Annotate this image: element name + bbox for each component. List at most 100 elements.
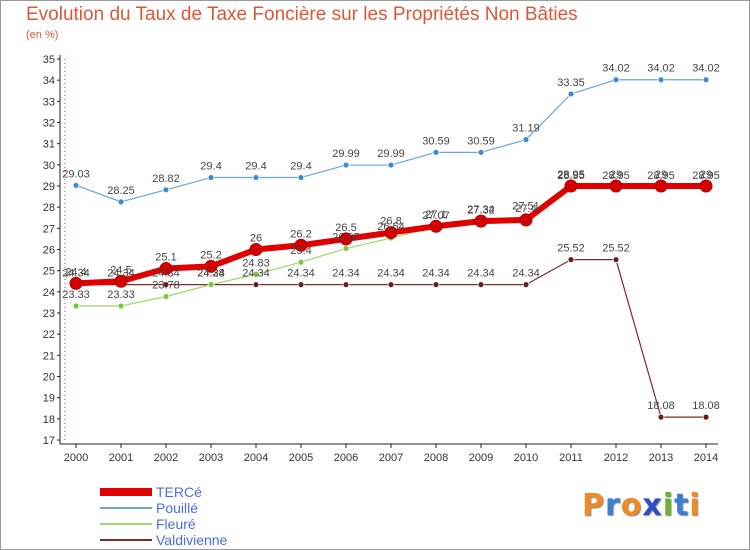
data-label-terce: 27.4 <box>515 203 536 215</box>
data-point-valdivienne <box>522 281 530 289</box>
data-label-terce: 24.4 <box>65 266 86 278</box>
data-label-terce: 29 <box>610 169 622 181</box>
x-tick-label: 2005 <box>289 452 313 464</box>
x-tick-label: 2012 <box>604 452 628 464</box>
data-label-fleure: 28.95 <box>647 170 675 182</box>
data-point-valdivienne <box>342 281 350 289</box>
legend-swatch-fleure <box>100 523 152 525</box>
data-point-pouille <box>432 148 440 156</box>
chart-title: Evolution du Taux de Taxe Foncière sur l… <box>26 4 578 25</box>
y-tick-label: 24 <box>43 287 55 299</box>
logo-letter: i <box>662 488 675 523</box>
data-label-pouille: 30.59 <box>422 135 450 147</box>
data-label-fleure: 27.07 <box>422 210 450 222</box>
data-point-pouille <box>207 174 215 181</box>
data-point-terce <box>654 179 668 193</box>
data-label-valdivienne: 24.34 <box>332 268 360 280</box>
data-point-pouille <box>117 198 125 206</box>
data-label-valdivienne: 24.34 <box>467 268 495 280</box>
data-point-terce <box>519 213 533 227</box>
data-label-pouille: 34.02 <box>647 63 675 75</box>
data-label-fleure: 24.34 <box>197 268 225 280</box>
data-point-pouille <box>522 136 530 144</box>
legend-swatch-pouille <box>100 507 152 509</box>
data-label-fleure: 26.54 <box>377 221 405 233</box>
data-label-valdivienne: 24.34 <box>152 268 180 280</box>
chart-subtitle: (en %) <box>26 29 59 41</box>
data-labels-layer: 29.03 28.25 28.82 29.4 29.4 29.4 29.99 29.99 30.… <box>62 63 720 412</box>
data-label-valdivienne: 24.34 <box>422 268 450 280</box>
data-label-fleure: 26.05 <box>332 231 360 243</box>
data-label-terce: 27.1 <box>425 209 446 221</box>
y-tick-label: 23 <box>43 308 55 320</box>
data-point-pouille <box>612 76 620 84</box>
data-label-pouille: 29.99 <box>332 148 360 160</box>
x-tick-label: 2007 <box>379 452 403 464</box>
data-label-fleure: 23.78 <box>152 279 180 291</box>
y-tick-label: 17 <box>43 435 55 447</box>
data-point-terce <box>249 243 263 256</box>
data-label-pouille: 34.02 <box>692 63 720 75</box>
y-tick-label: 34 <box>43 75 55 87</box>
data-point-valdivienne <box>477 281 485 289</box>
data-point-pouille <box>477 148 485 156</box>
x-tick-label: 2003 <box>199 452 223 464</box>
data-point-pouille <box>387 161 395 169</box>
y-tick-label: 33 <box>43 96 55 108</box>
data-point-pouille <box>567 90 575 98</box>
data-point-pouille <box>252 174 260 181</box>
legend-label-terce: TERCé <box>156 484 202 500</box>
data-label-terce: 24.5 <box>110 264 131 276</box>
data-point-valdivienne <box>252 281 260 289</box>
data-label-pouille: 28.82 <box>152 173 180 185</box>
data-label-valdivienne: 25.52 <box>602 243 630 255</box>
data-label-fleure: 27.32 <box>467 205 495 217</box>
data-label-valdivienne: 18.08 <box>692 400 720 412</box>
data-label-valdivienne: 24.34 <box>242 268 270 280</box>
y-tick-label: 22 <box>43 329 55 341</box>
y-tick-label: 25 <box>43 266 55 278</box>
data-point-terce <box>429 219 443 233</box>
data-label-fleure: 27.51 <box>512 201 540 213</box>
data-label-pouille: 29.4 <box>245 161 266 173</box>
x-tick-label: 2006 <box>334 452 358 464</box>
data-label-valdivienne: 25.52 <box>557 243 585 255</box>
x-tick-label: 2004 <box>244 452 268 464</box>
data-point-pouille <box>162 186 170 194</box>
data-label-pouille: 31.19 <box>512 123 540 135</box>
y-tick-label: 27 <box>43 223 55 235</box>
data-point-valdivienne <box>162 281 170 289</box>
data-point-terce <box>384 226 398 240</box>
data-label-terce: 28.95 <box>557 169 585 181</box>
data-label-fleure: 28.95 <box>692 170 720 182</box>
data-point-fleure <box>252 270 260 278</box>
x-tick-label: 2009 <box>469 452 493 464</box>
axes-layer: 17 18 19 20 21 22 23 24 25 26 27 28 29 30 31 32 33 34 35 20… <box>43 54 718 464</box>
data-point-terce <box>609 179 623 193</box>
data-label-valdivienne: 18.08 <box>647 400 675 412</box>
data-label-valdivienne: 24.34 <box>287 268 315 280</box>
data-label-terce: 26.8 <box>380 216 401 228</box>
y-tick-label: 35 <box>43 54 55 66</box>
data-label-pouille: 33.35 <box>557 77 585 89</box>
data-label-pouille: 28.25 <box>107 185 135 197</box>
logo-letter: o <box>620 488 643 523</box>
y-tick-label: 29 <box>43 181 55 193</box>
data-point-terce <box>699 179 713 193</box>
data-label-pouille: 29.99 <box>377 148 405 160</box>
x-tick-label: 2000 <box>64 452 88 464</box>
legend-label-pouille: Pouillé <box>156 500 199 516</box>
data-point-valdivienne <box>567 256 575 264</box>
data-label-fleure: 23.33 <box>107 289 135 301</box>
logo-letter: i <box>689 488 701 523</box>
data-point-pouille <box>342 161 350 169</box>
data-label-terce: 26 <box>250 233 262 245</box>
data-label-pouille: 29.4 <box>290 161 311 173</box>
data-label-terce: 29 <box>700 169 712 181</box>
data-point-terce <box>204 259 218 273</box>
x-tick-label: 2002 <box>154 452 178 464</box>
data-label-fleure: 28.95 <box>602 170 630 182</box>
legend-swatch-terce <box>100 488 152 496</box>
